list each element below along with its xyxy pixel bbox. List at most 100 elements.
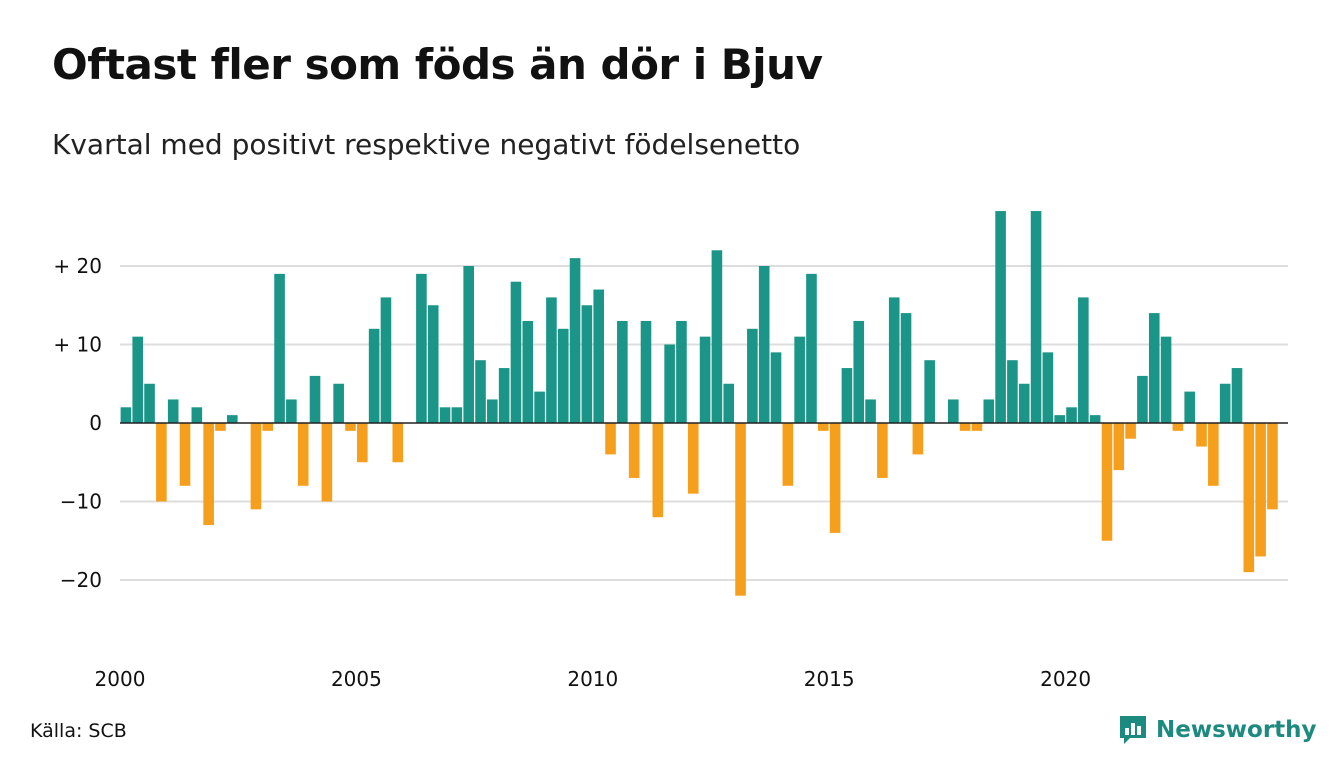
bar	[676, 320, 687, 423]
bar	[286, 399, 297, 423]
bar	[392, 423, 404, 463]
bar	[959, 423, 971, 431]
bar	[569, 258, 581, 423]
bar	[487, 399, 498, 423]
bar	[841, 368, 853, 423]
bar	[357, 423, 368, 463]
bar	[1255, 423, 1266, 557]
x-tick-label: 2005	[331, 667, 382, 691]
y-tick-label: + 10	[53, 333, 102, 357]
bar	[463, 266, 474, 423]
bar	[1267, 423, 1278, 510]
bar	[794, 336, 805, 423]
bar	[1042, 352, 1054, 423]
bar	[546, 297, 557, 423]
bar	[912, 423, 924, 455]
bar	[900, 313, 912, 423]
bar	[924, 360, 935, 423]
bar	[593, 289, 605, 423]
x-tick-label: 2000	[95, 667, 146, 691]
bar	[510, 281, 522, 423]
bar	[416, 273, 427, 423]
bar	[971, 423, 983, 431]
bar	[628, 423, 640, 478]
bar	[1137, 375, 1148, 423]
bar	[640, 320, 652, 423]
y-tick-label: + 20	[53, 254, 102, 278]
bar	[1030, 211, 1042, 423]
bar	[605, 423, 616, 455]
bar	[498, 368, 510, 423]
bar	[687, 423, 699, 494]
bar	[865, 399, 876, 423]
bar	[995, 211, 1006, 423]
x-tick-label: 2015	[804, 667, 855, 691]
bar	[877, 423, 888, 478]
bar	[380, 297, 392, 423]
bar	[1066, 407, 1077, 423]
bar	[427, 305, 439, 423]
bar	[120, 407, 132, 423]
y-tick-label: 0	[89, 411, 102, 435]
bar	[1184, 391, 1196, 423]
bar	[806, 273, 817, 423]
bar	[226, 415, 238, 423]
bar	[723, 383, 735, 423]
chart-title: Oftast fler som föds än dör i Bjuv	[52, 40, 823, 89]
bar	[522, 320, 534, 423]
bar	[581, 305, 593, 423]
bar	[1018, 383, 1030, 423]
bar	[368, 328, 380, 423]
bar	[1219, 383, 1231, 423]
bar	[262, 423, 274, 431]
bar	[770, 352, 782, 423]
bar	[1243, 423, 1255, 573]
bar	[345, 423, 356, 431]
bar	[983, 399, 995, 423]
bar	[309, 375, 321, 423]
bar	[333, 383, 344, 423]
bar	[156, 423, 167, 502]
bar	[250, 423, 262, 510]
bar	[1172, 423, 1184, 431]
brand-name: Newsworthy	[1156, 717, 1317, 743]
bar	[1208, 423, 1219, 486]
bar	[1101, 423, 1113, 541]
bar	[782, 423, 794, 486]
bar	[203, 423, 214, 526]
bar	[1160, 336, 1172, 423]
bar-chart-speech-bubble-icon	[1120, 716, 1146, 744]
bar	[853, 320, 865, 423]
bar	[711, 250, 723, 423]
x-tick-label: 2020	[1040, 667, 1091, 691]
bar	[451, 407, 463, 423]
bar	[475, 360, 486, 423]
bar	[948, 399, 959, 423]
bar	[1231, 368, 1243, 423]
bar	[664, 344, 675, 423]
bar	[1078, 297, 1089, 423]
bar	[652, 423, 664, 518]
bar	[1148, 313, 1160, 423]
bar	[888, 297, 900, 423]
bar	[144, 383, 155, 423]
bar	[817, 423, 829, 431]
bar	[557, 328, 569, 423]
y-tick-label: −20	[60, 568, 102, 592]
bar	[1196, 423, 1207, 447]
bars	[120, 211, 1278, 596]
chart-subtitle: Kvartal med positivt respektive negativt…	[52, 128, 801, 161]
bar	[167, 399, 179, 423]
bar	[617, 320, 628, 423]
bar	[191, 407, 203, 423]
x-tick-label: 2010	[567, 667, 618, 691]
bar	[439, 407, 451, 423]
y-tick-label: −10	[60, 490, 102, 514]
bar	[1089, 415, 1101, 423]
x-axis-tick-labels: 2000 2005 2010 2015 2020	[95, 667, 1092, 691]
newsworthy-logo[interactable]: Newsworthy	[1118, 714, 1317, 746]
grid-lines	[120, 265, 1288, 581]
bar	[747, 328, 758, 423]
y-axis-tick-labels: + 20 + 10 0 −10 −20	[53, 254, 102, 592]
